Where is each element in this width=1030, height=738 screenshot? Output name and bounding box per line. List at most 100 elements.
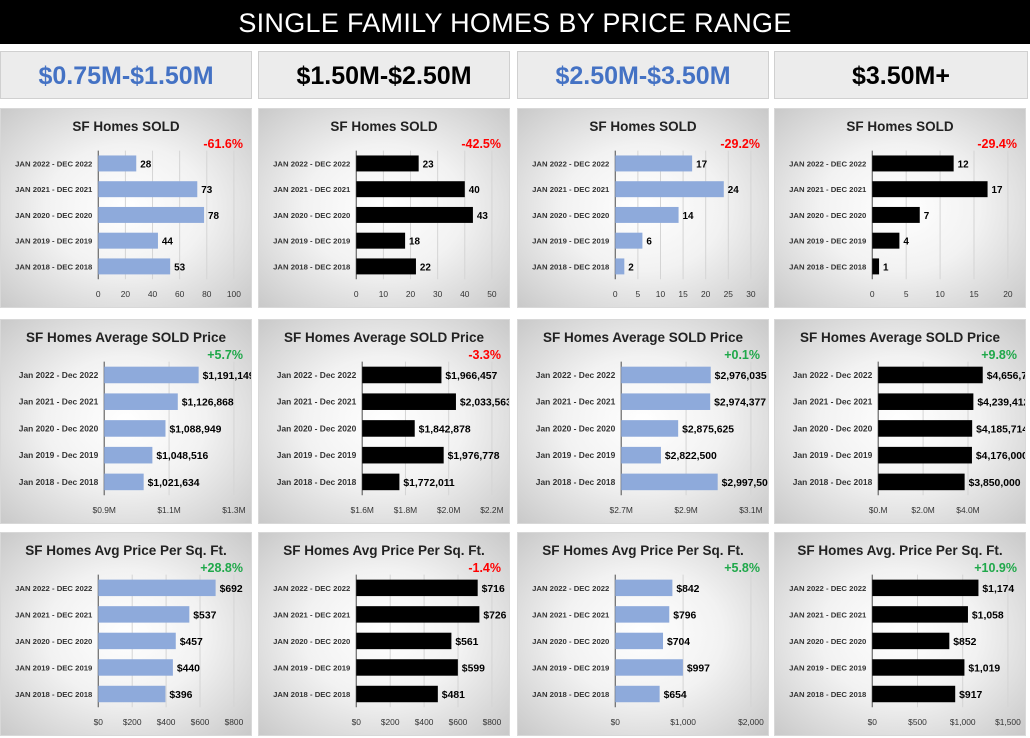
category-label: Jan 2018 - Dec 2018 [793, 477, 873, 487]
bar [356, 606, 480, 623]
value-label: $537 [193, 610, 216, 621]
bar [356, 579, 478, 597]
category-label: Jan 2019 - Dec 2019 [19, 450, 99, 460]
bar-chart: $0 $200 $400 $600 $800 JAN 2022 - DEC 2022 $69… [15, 574, 244, 727]
value-label: 17 [992, 185, 1003, 196]
bar [621, 420, 679, 437]
percent-change: -42.5% [461, 137, 501, 151]
category-label: JAN 2020 - DEC 2020 [273, 211, 350, 220]
percent-change: -29.4% [977, 137, 1017, 151]
bar [621, 446, 661, 464]
bar [98, 579, 216, 597]
tick-label: $600 [449, 717, 468, 727]
price-range-header: $1.50M-$2.50M [258, 51, 510, 99]
category-label: Jan 2019 - Dec 2019 [277, 450, 357, 460]
value-label: 44 [162, 237, 173, 248]
tick-label: $1,000 [670, 717, 696, 727]
percent-change: -1.4% [468, 561, 501, 575]
chart-title: SF Homes Average SOLD Price [542, 330, 744, 345]
tick-label: 20 [701, 289, 711, 299]
bar [104, 446, 153, 464]
value-label: $1,772,011 [403, 478, 455, 489]
category-label: Jan 2018 - Dec 2018 [19, 477, 99, 487]
bar-chart: $0 $1,000 $2,000 JAN 2022 - DEC 2022 $842 JAN… [532, 574, 764, 727]
value-label: 4 [903, 237, 909, 248]
chart-panel: SF Homes Avg Price Per Sq. Ft. -1.4% $0 $20… [258, 532, 510, 736]
bar [356, 232, 406, 249]
category-label: JAN 2018 - DEC 2018 [789, 262, 867, 271]
bar [362, 393, 456, 410]
bar [356, 258, 416, 275]
category-label: JAN 2021 - DEC 2021 [789, 610, 867, 619]
tick-label: $2.7M [610, 505, 633, 515]
tick-label: 80 [202, 289, 212, 299]
chart-panel: SF Homes Average SOLD Price +0.1% $2.7M $2.… [517, 319, 769, 524]
category-label: JAN 2019 - DEC 2019 [15, 237, 92, 246]
tick-label: 30 [746, 289, 756, 299]
category-label: JAN 2018 - DEC 2018 [273, 690, 351, 699]
bar [872, 206, 920, 223]
tick-label: 100 [227, 289, 241, 299]
category-label: JAN 2020 - DEC 2020 [273, 637, 350, 646]
tick-label: $0 [94, 717, 104, 727]
value-label: $1,058 [972, 610, 1004, 621]
tick-label: $1.8M [394, 505, 417, 515]
category-label: JAN 2018 - DEC 2018 [789, 690, 867, 699]
bar [356, 659, 458, 676]
tick-label: $2.2M [480, 505, 503, 515]
category-label: JAN 2019 - DEC 2019 [532, 237, 609, 246]
category-label: JAN 2021 - DEC 2021 [15, 610, 93, 619]
value-label: $1,842,878 [419, 424, 471, 435]
tick-label: $200 [381, 717, 400, 727]
value-label: 1 [883, 262, 889, 273]
bar [98, 155, 137, 172]
value-label: 7 [924, 211, 930, 222]
percent-change: -29.2% [720, 137, 760, 151]
bar [872, 606, 968, 623]
chart-panel: SF Homes Average SOLD Price +9.8% $0.M $2.0… [774, 319, 1026, 524]
chart-title: SF Homes Avg. Price Per Sq. Ft. [797, 543, 1003, 558]
bar [362, 473, 400, 491]
dashboard-title: SINGLE FAMILY HOMES BY PRICE RANGE [0, 0, 1030, 44]
category-label: JAN 2021 - DEC 2021 [15, 185, 93, 194]
bar [356, 181, 465, 198]
bar [356, 155, 419, 172]
category-label: JAN 2021 - DEC 2021 [273, 185, 351, 194]
value-label: 73 [201, 185, 212, 196]
category-label: JAN 2021 - DEC 2021 [532, 185, 610, 194]
bar-chart: 0 10 20 30 40 50 JAN 2022 - DEC 2022 23 JAN 2021… [273, 150, 497, 299]
tick-label: $1.3M [222, 505, 245, 515]
value-label: $2,976,035 [715, 371, 767, 382]
tick-label: 5 [636, 289, 641, 299]
category-label: JAN 2019 - DEC 2019 [789, 663, 866, 672]
bar [98, 606, 190, 623]
tick-label: 40 [148, 289, 158, 299]
bar [98, 258, 171, 275]
value-label: $716 [482, 584, 505, 595]
bar-chart: $0 $200 $400 $600 $800 JAN 2022 - DEC 2022 $71… [273, 574, 507, 727]
value-label: $1,966,457 [445, 371, 497, 382]
category-label: JAN 2018 - DEC 2018 [532, 690, 610, 699]
bar [615, 659, 683, 676]
category-label: JAN 2022 - DEC 2022 [15, 584, 92, 593]
category-label: JAN 2018 - DEC 2018 [15, 690, 93, 699]
category-label: JAN 2020 - DEC 2020 [532, 211, 609, 220]
bar [362, 446, 444, 464]
bar [98, 181, 198, 198]
chart-panel: SF Homes Average SOLD Price -3.3% $1.6M $1.… [258, 319, 510, 524]
tick-label: $0 [868, 717, 878, 727]
chart-title: SF Homes Average SOLD Price [25, 330, 227, 345]
value-label: 53 [174, 262, 185, 273]
value-label: $3,850,000 [969, 478, 1021, 489]
category-label: JAN 2020 - DEC 2020 [789, 637, 866, 646]
tick-label: $500 [908, 717, 927, 727]
bar [872, 155, 954, 172]
bar [356, 632, 452, 650]
tick-label: $0.M [869, 505, 888, 515]
category-label: JAN 2018 - DEC 2018 [532, 262, 610, 271]
bar-chart: 0 5 10 15 20 25 30 JAN 2022 - DEC 2022 17 JAN 202… [532, 150, 756, 299]
bar [621, 393, 711, 410]
category-label: JAN 2022 - DEC 2022 [273, 584, 350, 593]
bar-chart: $1.6M $1.8M $2.0M $2.2M Jan 2022 - Dec 2022 $… [277, 361, 509, 515]
value-label: $917 [959, 690, 982, 701]
